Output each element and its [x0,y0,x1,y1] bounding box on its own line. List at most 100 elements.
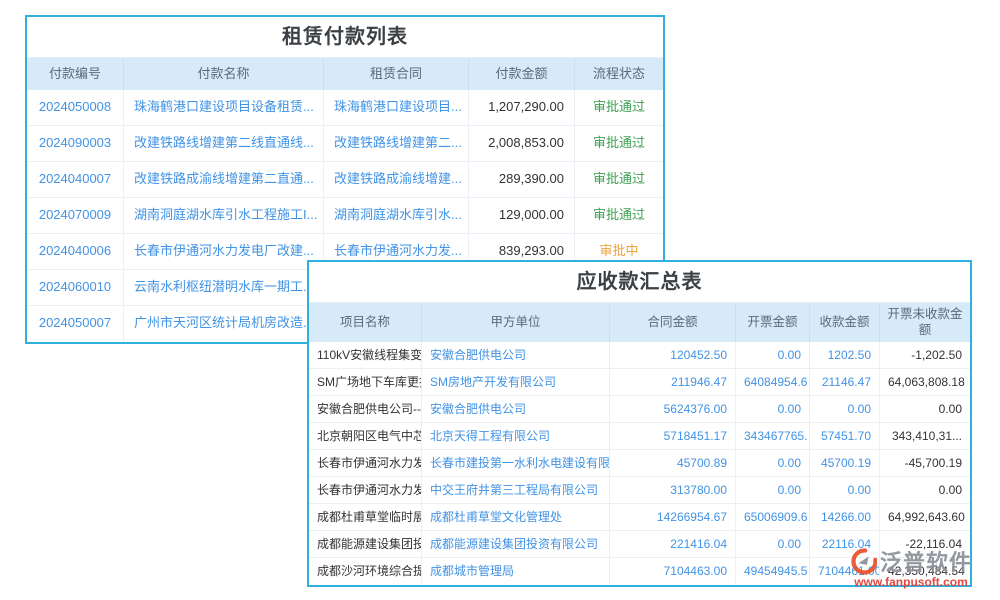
receivables-summary-window: 应收款汇总表 项目名称 甲方单位 合同金额 开票金额 收款金额 开票未收款金额 … [307,260,972,587]
invoiced-amount-value: 64084954.6 [736,369,810,395]
payment-amount-value: 129,000.00 [469,198,575,233]
project-name-cell: 成都沙河环境综合提... [309,558,422,585]
invoiced-amount-value: 0.00 [736,342,810,368]
payment-name-link[interactable]: 改建铁路线增建第二线直通线... [124,126,324,161]
col-workflow-status: 流程状态 [592,65,645,81]
received-amount-value: 0.00 [810,477,880,503]
col-project-name: 项目名称 [309,303,422,342]
client-unit-link[interactable]: 长春市建投第一水利水电建设有限 [422,450,610,476]
client-unit-link[interactable]: 成都城市管理局 [422,558,610,585]
client-unit-link[interactable]: 安徽合肥供电公司 [422,342,610,368]
col-payment-name: 付款名称 [124,58,324,90]
client-unit-link[interactable]: 北京天得工程有限公司 [422,423,610,449]
uncollected-amount-value: 64,992,643.60 [888,510,965,524]
contract-amount-value: 7104463.00 [610,558,736,585]
table-row[interactable]: 北京朝阳区电气中芯... 北京天得工程有限公司 5718451.17 34346… [309,423,970,450]
contract-amount-value: 5718451.17 [610,423,736,449]
col-contract-amount: 合同金额 [610,303,736,342]
payment-name-link[interactable]: 长春市伊通河水力发电厂改建... [124,234,324,269]
payment-name-link[interactable]: 云南水利枢纽潜明水库一期工... [124,270,324,305]
rental-payment-header-row: 付款编号 付款名称 租赁合同 付款金额 流程状态 [27,57,663,90]
payment-name-link[interactable]: 珠海鹤港口建设项目设备租赁... [124,90,324,125]
project-name-cell: 长春市伊通河水力发... [309,450,422,476]
col-rental-contract: 租赁合同 [324,58,469,90]
payment-name-link[interactable]: 改建铁路成渝线增建第二直通... [124,162,324,197]
payment-name-link[interactable]: 广州市天河区统计局机房改造... [124,306,324,342]
payment-id-link[interactable]: 2024090003 [27,126,124,161]
table-row[interactable]: 2024040007 改建铁路成渝线增建第二直通... 改建铁路成渝线增建...… [27,162,663,198]
workflow-status-badge: 审批通过 [592,207,645,222]
contract-amount-value: 14266954.67 [610,504,736,530]
table-row[interactable]: 成都杜甫草堂临时展... 成都杜甫草堂文化管理处 14266954.67 650… [309,504,970,531]
watermark-url-text: www.fanpusoft.com [854,575,968,589]
invoiced-amount-value: 0.00 [736,396,810,422]
table-row[interactable]: 2024090003 改建铁路线增建第二线直通线... 改建铁路线增建第二...… [27,126,663,162]
contract-amount-value: 45700.89 [610,450,736,476]
received-amount-value: 45700.19 [810,450,880,476]
vendor-watermark: 泛普软件 www.fanpusoft.com [850,545,972,589]
client-unit-link[interactable]: 安徽合肥供电公司 [422,396,610,422]
col-received-amount: 收款金额 [810,303,880,342]
invoiced-amount-value: 49454945.5 [736,558,810,585]
payment-name-link[interactable]: 湖南洞庭湖水库引水工程施工I... [124,198,324,233]
payment-id-link[interactable]: 2024040007 [27,162,124,197]
table-row[interactable]: 2024050008 珠海鹤港口建设项目设备租赁... 珠海鹤港口建设项目...… [27,90,663,126]
workflow-status-badge: 审批通过 [592,171,645,186]
project-name-cell: 长春市伊通河水力发... [309,477,422,503]
received-amount-value: 14266.00 [810,504,880,530]
uncollected-amount-value: 42,350,484.54 [888,564,965,578]
payment-amount-value: 289,390.00 [469,162,575,197]
rental-contract-link[interactable]: 改建铁路成渝线增建... [324,162,469,197]
rental-contract-link[interactable]: 改建铁路线增建第二... [324,126,469,161]
received-amount-value: 0.00 [810,396,880,422]
workflow-status-badge: 审批通过 [592,99,645,114]
contract-amount-value: 120452.50 [610,342,736,368]
received-amount-value: 21146.47 [810,369,880,395]
table-row[interactable]: 2024070009 湖南洞庭湖水库引水工程施工I... 湖南洞庭湖水库引水..… [27,198,663,234]
rental-contract-link[interactable]: 珠海鹤港口建设项目... [324,90,469,125]
uncollected-amount-value: -1,202.50 [911,348,962,362]
table-row[interactable]: 长春市伊通河水力发... 长春市建投第一水利水电建设有限 45700.89 0.… [309,450,970,477]
payment-id-link[interactable]: 2024070009 [27,198,124,233]
uncollected-amount-value: -45,700.19 [904,456,962,470]
project-name-cell: 110kV安徽线程集变... [309,342,422,368]
uncollected-amount-value: 0.00 [938,402,962,416]
rental-contract-link[interactable]: 长春市伊通河水力发... [324,234,469,269]
payment-amount-value: 839,293.00 [469,234,575,269]
payment-id-link[interactable]: 2024040006 [27,234,124,269]
col-client-unit: 甲方单位 [422,303,610,342]
client-unit-link[interactable]: SM房地产开发有限公司 [422,369,610,395]
contract-amount-value: 313780.00 [610,477,736,503]
rental-contract-link[interactable]: 湖南洞庭湖水库引水... [324,198,469,233]
project-name-cell: 成都杜甫草堂临时展... [309,504,422,530]
rental-payment-list-title: 租赁付款列表 [282,26,408,48]
payment-id-link[interactable]: 2024050007 [27,306,124,342]
payment-id-link[interactable]: 2024060010 [27,270,124,305]
contract-amount-value: 5624376.00 [610,396,736,422]
client-unit-link[interactable]: 中交王府井第三工程局有限公司 [422,477,610,503]
col-invoiced-amount: 开票金额 [736,303,810,342]
invoiced-amount-value: 0.00 [736,477,810,503]
project-name-cell: 北京朝阳区电气中芯... [309,423,422,449]
workflow-status-badge: 审批中 [599,243,639,258]
uncollected-amount-value: 343,410,31... [891,429,962,443]
watermark-brand-text: 泛普软件 [880,550,973,575]
table-row[interactable]: 安徽合肥供电公司--... 安徽合肥供电公司 5624376.00 0.00 0… [309,396,970,423]
table-row[interactable]: SM广场地下车库更换... SM房地产开发有限公司 211946.47 6408… [309,369,970,396]
uncollected-amount-value: -22,116.04 [905,537,963,551]
invoiced-amount-value: 0.00 [736,531,810,557]
table-row[interactable]: 长春市伊通河水力发... 中交王府井第三工程局有限公司 313780.00 0.… [309,477,970,504]
project-name-cell: 成都能源建设集团投... [309,531,422,557]
payment-id-link[interactable]: 2024050008 [27,90,124,125]
uncollected-amount-value: 0.00 [938,483,962,497]
received-amount-value: 57451.70 [810,423,880,449]
invoiced-amount-value: 0.00 [736,450,810,476]
client-unit-link[interactable]: 成都能源建设集团投资有限公司 [422,531,610,557]
table-row[interactable]: 成都能源建设集团投... 成都能源建设集团投资有限公司 221416.04 0.… [309,531,970,558]
receivables-summary-title: 应收款汇总表 [576,271,703,293]
table-row[interactable]: 110kV安徽线程集变... 安徽合肥供电公司 120452.50 0.00 1… [309,342,970,369]
contract-amount-value: 211946.47 [610,369,736,395]
client-unit-link[interactable]: 成都杜甫草堂文化管理处 [422,504,610,530]
col-payment-amount: 付款金额 [469,58,575,90]
fanpu-logo-icon [850,547,878,575]
